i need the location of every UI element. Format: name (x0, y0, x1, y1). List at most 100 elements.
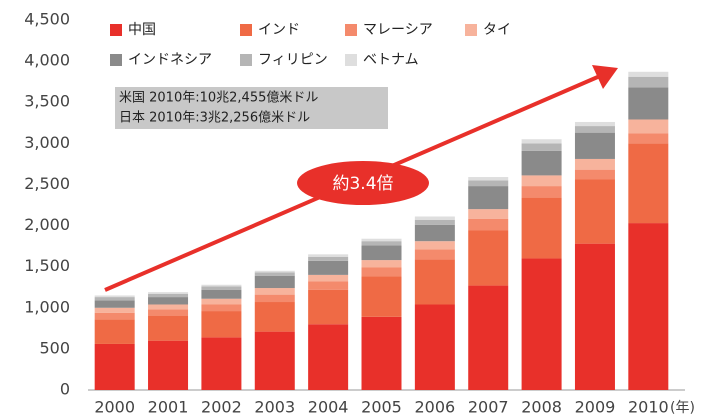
bar-segment (148, 297, 189, 305)
bar-segment (148, 316, 189, 341)
y-tick-label: 2,500 (24, 174, 70, 193)
y-tick-label: 0 (60, 380, 70, 399)
bar-segment (574, 121, 615, 127)
arrow-head (592, 65, 618, 89)
y-tick-label: 2,000 (24, 215, 70, 234)
bar-segment (574, 179, 615, 244)
bar-segment (574, 169, 615, 180)
bar-segment (201, 337, 242, 390)
bar-segment (361, 316, 402, 390)
bar-segment (414, 241, 455, 250)
bar-segment (628, 223, 669, 390)
x-tick-label: 2004 (308, 398, 349, 417)
bar-segment (361, 267, 402, 277)
x-tick-label: 2006 (415, 398, 456, 417)
bar-segment (574, 132, 615, 159)
bar-segment (628, 76, 669, 88)
legend-label: フィリピン (258, 52, 328, 68)
y-tick-label: 1,500 (24, 256, 70, 275)
bar-segment (254, 294, 295, 303)
bar-segment (628, 143, 669, 224)
x-tick-label: 2003 (254, 398, 295, 417)
bar-segment (361, 276, 402, 317)
legend-swatch (240, 54, 252, 66)
y-tick-label: 500 (39, 338, 70, 357)
bar-segment (308, 274, 349, 282)
bar-segment (148, 340, 189, 390)
x-tick-label: 2000 (94, 398, 135, 417)
bar-segment (468, 285, 509, 390)
bar-segment (308, 324, 349, 390)
bar-segment (308, 289, 349, 325)
bar-segment (201, 286, 242, 290)
bar-segment (414, 249, 455, 260)
bar-segment (521, 186, 562, 198)
bar-segment (94, 295, 135, 298)
bar-segment (361, 260, 402, 268)
bar-segment (521, 197, 562, 259)
bar-segment (414, 259, 455, 305)
info-box (115, 87, 388, 129)
bar-segment (254, 331, 295, 390)
bar-segment (414, 224, 455, 242)
bar-segment (574, 158, 615, 170)
legend-swatch (465, 24, 477, 36)
annotation-bubble (297, 161, 429, 205)
y-tick-label: 3,000 (24, 133, 70, 152)
legend-label: インドネシア (128, 52, 212, 68)
bar-segment (94, 300, 135, 308)
legend-label: マレーシア (363, 22, 433, 38)
bar-segment (628, 71, 669, 77)
bar-segment (308, 256, 349, 261)
bar-segment (148, 293, 189, 298)
bar-segment (414, 216, 455, 220)
bar-segment (521, 143, 562, 151)
bar-segment (414, 304, 455, 390)
x-tick-label: 2009 (575, 398, 616, 417)
bar-segment (201, 311, 242, 338)
bar-segment (148, 292, 189, 294)
bar-segment (574, 126, 615, 133)
bar-segment (94, 312, 135, 320)
bar-segment (254, 288, 295, 295)
x-tick-label: 2001 (148, 398, 189, 417)
bar-segment (308, 260, 349, 275)
legend-swatch (345, 54, 357, 66)
x-tick-label: 2008 (521, 398, 562, 417)
bar-segment (308, 281, 349, 290)
legend-swatch (110, 24, 122, 36)
x-tick-label: 2007 (468, 398, 509, 417)
bar-segment (201, 304, 242, 312)
legend-label: ベトナム (363, 52, 419, 68)
bar-segment (628, 119, 669, 134)
bar-segment (574, 243, 615, 390)
bar-segment (201, 289, 242, 299)
info-text: 日本 2010年:3兆2,256億米ドル (119, 110, 310, 126)
legend-swatch (110, 54, 122, 66)
bar-segment (521, 139, 562, 144)
y-tick-label: 4,500 (24, 10, 70, 29)
info-text: 米国 2010年:10兆2,455億米ドル (119, 90, 318, 106)
legend-swatch (240, 24, 252, 36)
legend-label: 中国 (128, 22, 156, 38)
bar-segment (361, 241, 402, 246)
bar-segment (468, 218, 509, 231)
bar-segment (148, 309, 189, 316)
annotation-text: 約3.4倍 (332, 174, 393, 194)
bar-segment (521, 150, 562, 176)
legend-label: インド (258, 22, 300, 38)
bar-segment (148, 304, 189, 310)
bar-segment (361, 238, 402, 242)
bar-segment (468, 209, 509, 219)
bar-segment (94, 297, 135, 301)
bar-segment (628, 87, 669, 120)
y-tick-label: 4,000 (24, 51, 70, 70)
bar-segment (201, 284, 242, 287)
bar-segment (308, 254, 349, 257)
y-tick-label: 3,500 (24, 92, 70, 111)
x-tick-label: 2010 (628, 398, 669, 417)
bar-segment (468, 230, 509, 286)
x-tick-label: 2005 (361, 398, 402, 417)
